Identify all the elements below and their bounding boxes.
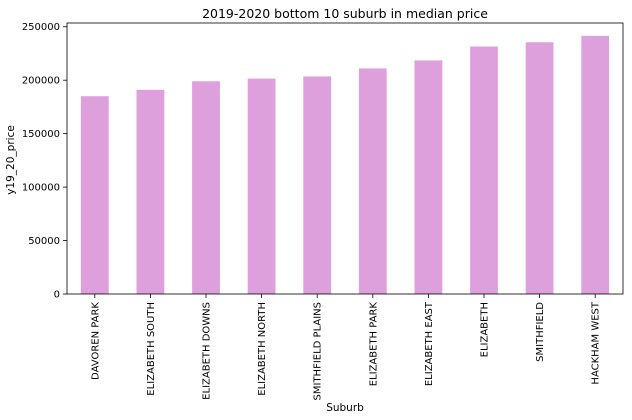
y-tick-label: 100000 [22, 183, 60, 194]
x-tick-label: ELIZABETH EAST [424, 301, 435, 386]
x-tick-label: SMITHFIELD [535, 302, 546, 362]
x-tick-label: SMITHFIELD PLAINS [313, 302, 324, 400]
x-tick-label: ELIZABETH NORTH [257, 302, 268, 396]
x-tick-label: ELIZABETH SOUTH [146, 302, 157, 396]
bar [414, 60, 443, 295]
x-tick-label: DAVOREN PARK [90, 302, 101, 380]
y-tick-label: 50000 [28, 236, 60, 247]
bar [525, 42, 554, 295]
y-tick-label: 200000 [22, 76, 60, 87]
chart-title: 2019-2020 bottom 10 suburb in median pri… [202, 6, 488, 21]
bar [470, 46, 498, 294]
bars-group [80, 35, 610, 295]
y-axis: 0 50000 100000 150000 200000 250000 [22, 22, 67, 301]
x-axis-label: Suburb [326, 402, 364, 414]
x-tick-label: ELIZABETH [480, 302, 491, 357]
x-tick-label: HACKHAM WEST [591, 301, 602, 384]
x-tick-label: ELIZABETH DOWNS [202, 302, 213, 400]
y-tick-label: 0 [54, 290, 60, 301]
x-tick-label: ELIZABETH PARK [368, 302, 379, 387]
plot-area-frame [66, 22, 624, 295]
bar [136, 89, 165, 294]
bar [358, 68, 387, 294]
x-axis: DAVOREN PARK ELIZABETH SOUTH ELIZABETH DOW… [90, 294, 602, 400]
bar [80, 96, 109, 295]
y-tick-label: 150000 [22, 129, 60, 140]
y-axis-label: y19_20_price [5, 125, 17, 195]
y-tick-label: 250000 [22, 22, 60, 33]
bar [303, 76, 332, 294]
bar [192, 81, 220, 294]
bar [581, 35, 610, 295]
bar [247, 78, 276, 294]
